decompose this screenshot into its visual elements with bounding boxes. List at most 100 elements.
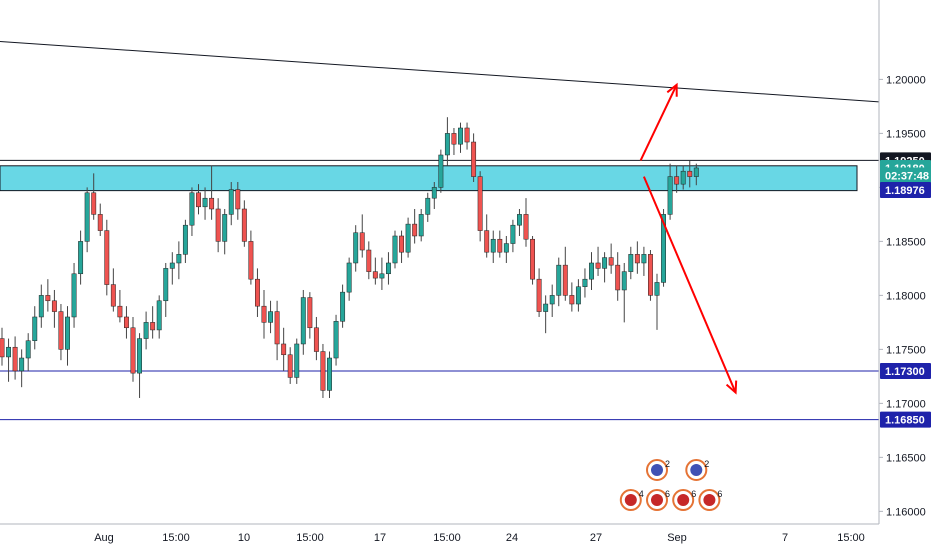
candle[interactable] xyxy=(110,268,116,312)
candle[interactable] xyxy=(549,284,555,317)
candle[interactable] xyxy=(228,181,234,226)
candle[interactable] xyxy=(333,314,339,366)
price-label[interactable]: 1.16850 xyxy=(880,411,931,428)
candle[interactable] xyxy=(562,246,568,301)
candle[interactable] xyxy=(104,219,110,296)
event-marker[interactable]: 2 xyxy=(646,459,670,481)
candle[interactable] xyxy=(503,235,509,263)
candle[interactable] xyxy=(156,295,162,339)
candle[interactable] xyxy=(615,252,621,301)
candle[interactable] xyxy=(12,336,18,380)
candle[interactable] xyxy=(608,243,614,274)
candle[interactable] xyxy=(359,214,365,258)
candle[interactable] xyxy=(189,187,195,236)
candle[interactable] xyxy=(451,127,457,155)
candle[interactable] xyxy=(569,282,575,312)
candle[interactable] xyxy=(340,284,346,328)
candle[interactable] xyxy=(556,257,562,307)
candle[interactable] xyxy=(45,279,51,312)
candle[interactable] xyxy=(294,338,300,384)
trendline[interactable] xyxy=(0,40,880,103)
candle[interactable] xyxy=(91,173,97,220)
candle[interactable] xyxy=(130,316,136,382)
candle[interactable] xyxy=(202,187,208,220)
candle[interactable] xyxy=(222,208,228,255)
candle[interactable] xyxy=(241,200,247,247)
candle[interactable] xyxy=(477,171,483,242)
candle[interactable] xyxy=(687,160,693,188)
event-marker[interactable]: 6 xyxy=(698,489,722,511)
candle[interactable] xyxy=(137,333,143,398)
candle[interactable] xyxy=(589,252,594,290)
candle[interactable] xyxy=(176,241,182,280)
price-label[interactable]: 1.17300 xyxy=(880,362,931,379)
candle[interactable] xyxy=(182,219,188,263)
candle[interactable] xyxy=(641,246,647,276)
candle[interactable] xyxy=(654,273,660,330)
candle[interactable] xyxy=(25,333,31,371)
candle[interactable] xyxy=(392,230,398,269)
candle[interactable] xyxy=(97,203,103,236)
event-marker[interactable]: 6 xyxy=(672,489,696,511)
candle[interactable] xyxy=(621,262,627,323)
candle[interactable] xyxy=(346,257,352,301)
candle[interactable] xyxy=(0,327,5,366)
price-label[interactable]: 1.18976 xyxy=(880,181,931,198)
candle[interactable] xyxy=(65,306,70,366)
candle[interactable] xyxy=(255,268,260,317)
candle[interactable] xyxy=(38,284,44,328)
candle[interactable] xyxy=(261,289,267,339)
candle[interactable] xyxy=(628,246,634,280)
candle[interactable] xyxy=(602,252,608,283)
resistance-zone[interactable] xyxy=(0,165,858,192)
price-axis[interactable]: 1.200001.195001.190001.185001.180001.175… xyxy=(878,0,932,550)
candle[interactable] xyxy=(287,347,293,384)
candle[interactable] xyxy=(19,349,25,388)
candle[interactable] xyxy=(235,181,241,220)
candle[interactable] xyxy=(124,306,129,339)
candle[interactable] xyxy=(412,208,418,244)
candle[interactable] xyxy=(313,316,319,361)
candle[interactable] xyxy=(386,252,391,285)
candle[interactable] xyxy=(575,279,581,312)
candle[interactable] xyxy=(497,230,503,258)
candle[interactable] xyxy=(268,300,274,334)
candle[interactable] xyxy=(399,230,405,263)
candle[interactable] xyxy=(58,304,64,361)
candle[interactable] xyxy=(648,250,653,301)
arrow-down[interactable] xyxy=(642,176,738,395)
candle[interactable] xyxy=(353,225,359,272)
candle[interactable] xyxy=(405,217,411,258)
candle[interactable] xyxy=(248,230,254,285)
candle[interactable] xyxy=(307,292,313,339)
candle[interactable] xyxy=(530,235,535,285)
candle[interactable] xyxy=(490,230,496,263)
candle[interactable] xyxy=(32,306,38,350)
candle[interactable] xyxy=(418,208,424,242)
candle[interactable] xyxy=(366,241,372,280)
event-marker[interactable]: 2 xyxy=(685,459,709,481)
candle[interactable] xyxy=(169,252,175,285)
arrow-up[interactable] xyxy=(639,82,678,161)
candle[interactable] xyxy=(438,149,444,193)
candle[interactable] xyxy=(595,246,601,276)
event-marker[interactable]: 6 xyxy=(646,489,670,511)
price-label[interactable]: 02:37:48 xyxy=(880,167,931,184)
candle[interactable] xyxy=(680,165,686,190)
candle[interactable] xyxy=(51,289,57,328)
candle[interactable] xyxy=(163,262,169,317)
candle[interactable] xyxy=(523,198,529,247)
candle[interactable] xyxy=(484,214,490,258)
candle[interactable] xyxy=(471,133,477,182)
candle[interactable] xyxy=(634,241,640,274)
candle[interactable] xyxy=(281,327,287,371)
candle[interactable] xyxy=(215,198,221,253)
candle[interactable] xyxy=(300,289,306,355)
candle[interactable] xyxy=(209,165,215,220)
time-axis[interactable]: Aug 15:00 10 15:00 17 15:00 24 27 Sep 7 15:00 xyxy=(0,523,879,544)
candle[interactable] xyxy=(78,230,84,285)
candle[interactable] xyxy=(6,338,11,382)
candle[interactable] xyxy=(517,208,522,236)
